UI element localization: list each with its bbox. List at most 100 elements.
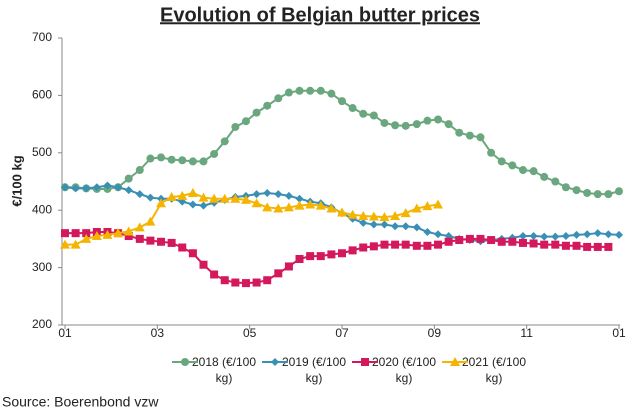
marker (316, 252, 325, 261)
marker (61, 183, 69, 192)
marker (391, 121, 400, 130)
marker (135, 166, 144, 175)
marker (103, 181, 112, 190)
marker (114, 183, 123, 192)
marker (283, 202, 294, 212)
marker (434, 230, 443, 239)
chart-title: Evolution of Belgian butter prices (160, 4, 480, 26)
y-tick-label: 200 (32, 317, 52, 331)
x-tick-label: 03 (151, 326, 165, 340)
marker (433, 199, 444, 209)
marker (251, 198, 262, 208)
marker (572, 186, 581, 195)
marker (187, 187, 198, 197)
marker (561, 183, 570, 192)
y-tick-label: 600 (32, 88, 52, 102)
marker (593, 190, 602, 199)
marker (167, 155, 176, 164)
marker (401, 222, 410, 231)
legend-swatch (172, 358, 198, 366)
y-tick-label: 500 (32, 145, 52, 159)
marker (295, 194, 304, 203)
legend-label: 2018 (€/100 kg) (191, 355, 257, 385)
marker (423, 116, 432, 125)
y-tick-label: 700 (32, 30, 52, 44)
marker (61, 229, 69, 238)
marker (124, 186, 133, 195)
legend-label: 2021 (€/100 kg) (461, 355, 527, 385)
legend-label: 2019 (€/100 kg) (281, 355, 347, 385)
marker (412, 223, 421, 232)
marker (219, 193, 230, 203)
marker (338, 249, 346, 258)
marker (124, 232, 133, 241)
marker (487, 148, 496, 157)
marker (177, 190, 188, 200)
marker (391, 240, 400, 249)
marker (157, 237, 166, 246)
marker (455, 236, 464, 245)
marker (434, 115, 443, 124)
marker (347, 209, 358, 219)
marker (210, 270, 219, 279)
marker (497, 157, 506, 166)
marker (615, 187, 623, 196)
marker (348, 246, 357, 255)
marker (465, 234, 474, 243)
marker (422, 201, 433, 211)
legend-item: 2020 (€/100 kg) (350, 354, 440, 386)
marker (135, 190, 144, 199)
marker (583, 188, 592, 197)
marker (444, 120, 453, 129)
marker (476, 234, 485, 243)
marker (551, 232, 560, 241)
marker (263, 188, 272, 197)
marker (508, 161, 517, 170)
marker (604, 242, 613, 251)
marker (391, 222, 400, 231)
marker (124, 174, 133, 183)
marker (113, 228, 124, 238)
marker (327, 89, 336, 98)
marker (273, 203, 284, 213)
marker (368, 211, 379, 221)
marker (188, 249, 197, 258)
marker (274, 269, 283, 278)
marker (263, 101, 272, 110)
marker (540, 232, 549, 241)
x-tick-label: 07 (335, 326, 349, 340)
legend-swatch (442, 357, 468, 366)
legend-swatch (262, 358, 288, 366)
marker (604, 190, 613, 199)
marker (369, 242, 378, 251)
marker (572, 241, 581, 250)
marker (361, 358, 369, 366)
marker (572, 230, 581, 239)
marker (412, 120, 421, 129)
marker (274, 190, 283, 199)
marker (135, 234, 144, 243)
marker (199, 157, 208, 166)
legend-item: 2019 (€/100 kg) (260, 354, 350, 386)
marker (181, 358, 189, 366)
marker (263, 276, 272, 285)
marker (465, 131, 474, 140)
y-tick-label: 400 (32, 202, 52, 216)
marker (178, 156, 187, 165)
marker (529, 232, 538, 241)
marker (252, 190, 261, 199)
marker (274, 94, 283, 103)
marker (615, 230, 623, 239)
marker (359, 218, 368, 227)
marker (252, 278, 261, 287)
marker (337, 207, 347, 217)
marker (240, 194, 251, 204)
marker (241, 117, 250, 126)
marker (390, 210, 401, 220)
marker (551, 177, 560, 186)
marker (82, 184, 91, 193)
marker (411, 203, 422, 213)
marker (199, 260, 208, 269)
